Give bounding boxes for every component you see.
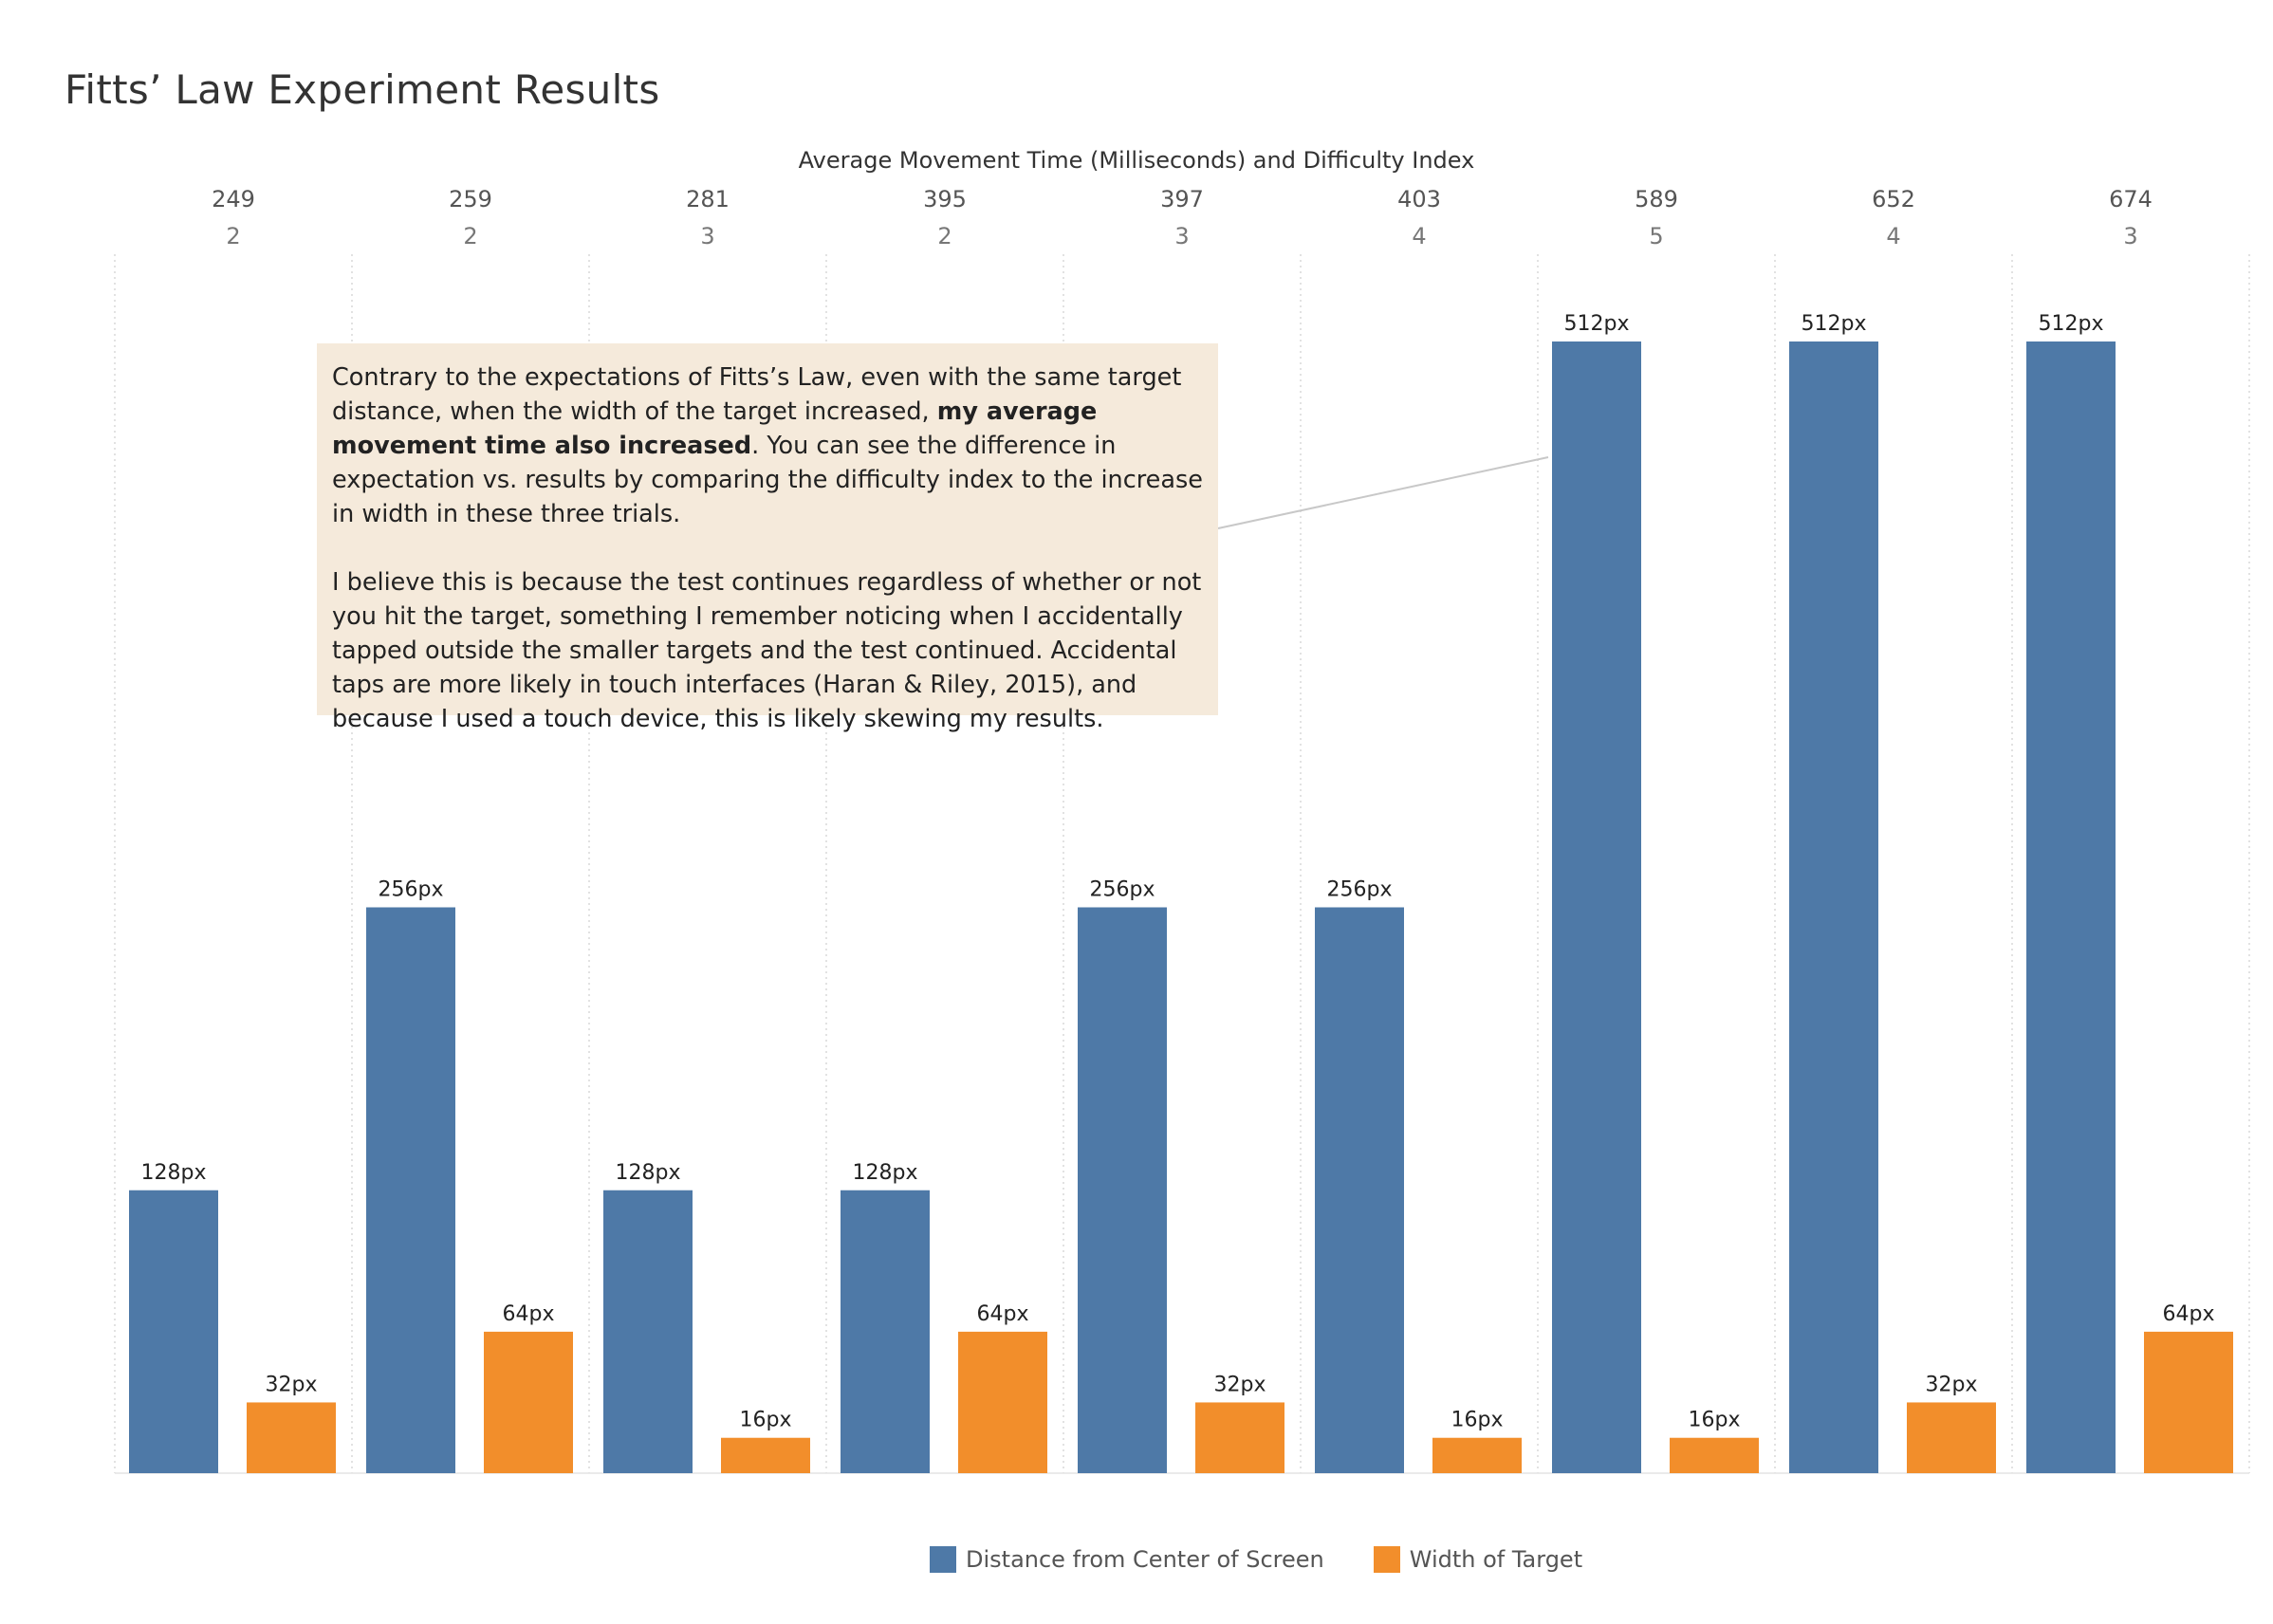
legend-item-width[interactable]: Width of Target bbox=[1373, 1546, 1583, 1573]
distance-bar bbox=[603, 1190, 693, 1473]
movement-time-label: 259 bbox=[449, 186, 492, 212]
width-bar bbox=[484, 1331, 573, 1473]
movement-time-label: 403 bbox=[1397, 186, 1441, 212]
distance-bar bbox=[1315, 907, 1404, 1473]
annotation-connector-line bbox=[1217, 456, 1549, 529]
width-bar bbox=[958, 1331, 1047, 1473]
movement-time-label: 652 bbox=[1872, 186, 1915, 212]
difficulty-index-label: 5 bbox=[1649, 223, 1663, 249]
bar-value-label: 64px bbox=[2163, 1302, 2215, 1326]
width-bar bbox=[1195, 1402, 1284, 1473]
movement-time-label: 281 bbox=[686, 186, 730, 212]
distance-bar bbox=[1552, 341, 1641, 1473]
bar-value-label: 128px bbox=[141, 1161, 207, 1185]
bar-value-label: 512px bbox=[2039, 312, 2104, 336]
difficulty-index-label: 3 bbox=[1174, 223, 1189, 249]
distance-bar bbox=[366, 907, 455, 1473]
movement-time-label: 674 bbox=[2109, 186, 2153, 212]
bar-value-label: 16px bbox=[1451, 1409, 1504, 1432]
distance-bar bbox=[1078, 907, 1167, 1473]
difficulty-index-label: 3 bbox=[700, 223, 714, 249]
annotation-paragraph-2: I believe this is because the test conti… bbox=[332, 568, 1202, 733]
difficulty-index-label: 4 bbox=[1412, 223, 1426, 249]
bar-value-label: 512px bbox=[1564, 312, 1630, 336]
bar-value-label: 256px bbox=[1327, 878, 1393, 902]
width-bar bbox=[1670, 1437, 1759, 1473]
legend-label-distance: Distance from Center of Screen bbox=[966, 1546, 1324, 1573]
width-bar bbox=[2144, 1331, 2233, 1473]
distance-bar bbox=[129, 1190, 218, 1473]
page-title: Fitts’ Law Experiment Results bbox=[65, 66, 660, 113]
legend-swatch-width bbox=[1373, 1546, 1400, 1573]
width-bar bbox=[721, 1437, 810, 1473]
difficulty-index-label: 3 bbox=[2123, 223, 2137, 249]
movement-time-label: 249 bbox=[212, 186, 255, 212]
annotation-box: Contrary to the expectations of Fitts’s … bbox=[317, 343, 1218, 733]
difficulty-index-label: 2 bbox=[226, 223, 240, 249]
movement-time-label: 395 bbox=[923, 186, 967, 212]
bar-value-label: 128px bbox=[616, 1161, 681, 1185]
bar-value-label: 32px bbox=[1926, 1373, 1978, 1396]
distance-bar bbox=[2026, 341, 2116, 1473]
movement-time-label: 589 bbox=[1635, 186, 1678, 212]
annotation-paragraph-1: Contrary to the expectations of Fitts’s … bbox=[332, 363, 1203, 528]
difficulty-index-label: 2 bbox=[937, 223, 952, 249]
legend-item-distance[interactable]: Distance from Center of Screen bbox=[930, 1546, 1324, 1573]
bar-value-label: 32px bbox=[266, 1373, 318, 1396]
legend-label-width: Width of Target bbox=[1409, 1546, 1583, 1573]
bar-value-label: 32px bbox=[1214, 1373, 1266, 1396]
annotation-bold-phrase: my average movement time also increased bbox=[332, 397, 1098, 460]
bar-value-label: 16px bbox=[1689, 1409, 1741, 1432]
legend: Distance from Center of Screen Width of … bbox=[930, 1546, 1632, 1573]
distance-bar bbox=[1789, 341, 1878, 1473]
column-header-title: Average Movement Time (Milliseconds) and… bbox=[798, 147, 1475, 174]
bar-value-label: 64px bbox=[977, 1302, 1029, 1326]
width-bar bbox=[247, 1402, 336, 1473]
width-bar bbox=[1432, 1437, 1522, 1473]
bar-value-label: 16px bbox=[740, 1409, 792, 1432]
legend-swatch-distance bbox=[930, 1546, 956, 1573]
distance-bar bbox=[841, 1190, 930, 1473]
bar-value-label: 256px bbox=[1090, 878, 1155, 902]
bar-value-label: 256px bbox=[379, 878, 444, 902]
difficulty-index-label: 2 bbox=[463, 223, 477, 249]
bar-value-label: 64px bbox=[503, 1302, 555, 1326]
width-bar bbox=[1907, 1402, 1996, 1473]
bar-value-label: 128px bbox=[853, 1161, 918, 1185]
bar-value-label: 512px bbox=[1802, 312, 1867, 336]
movement-time-label: 397 bbox=[1160, 186, 1204, 212]
difficulty-index-label: 4 bbox=[1886, 223, 1900, 249]
